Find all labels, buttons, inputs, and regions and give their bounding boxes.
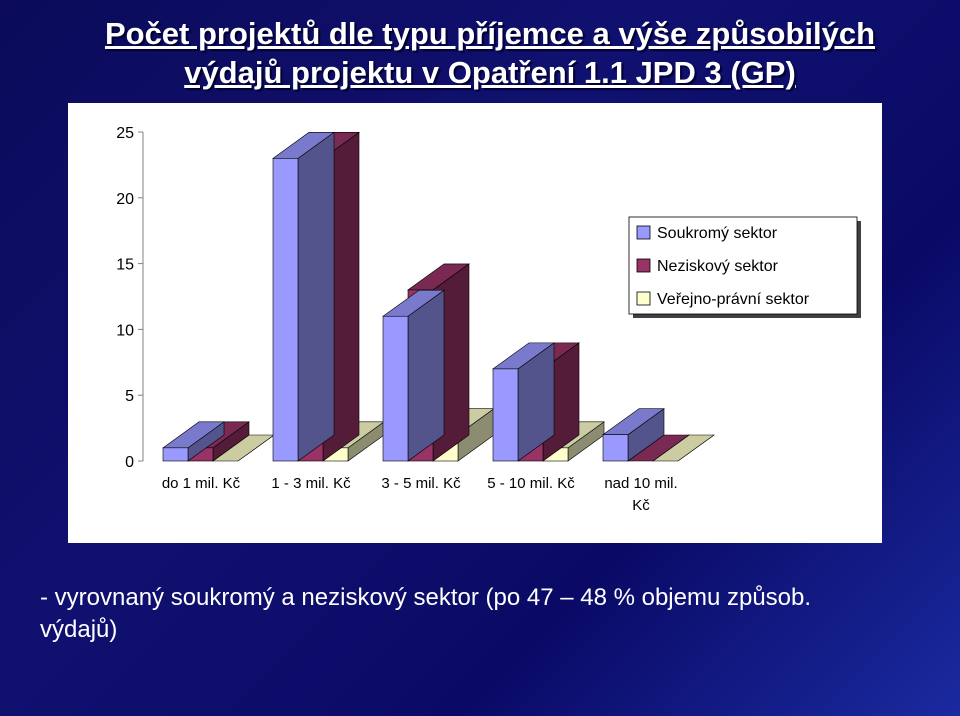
bar-side [297, 131, 335, 462]
bar [272, 158, 299, 462]
bars [162, 131, 715, 462]
x-tick-label: 5 - 10 mil. Kč [487, 475, 575, 492]
chart-panel [68, 103, 882, 543]
y-tick-label: 10 [116, 322, 134, 339]
y-tick-label: 20 [116, 191, 134, 208]
footer-note: - vyrovnaný soukromý a neziskový sektor … [40, 582, 920, 646]
bar [162, 447, 189, 462]
legend-swatch [636, 225, 651, 240]
legend-swatch [636, 258, 651, 273]
x-tick-label: Kč [632, 497, 650, 514]
legend: Soukromý sektor Neziskový sektor Veřejno-p… [628, 216, 861, 318]
legend-label: Veřejno-právní sektor [657, 291, 810, 308]
x-tick-label: nad 10 mil. [604, 475, 677, 492]
title-line-2: výdajů projektu v Opatření 1.1 JPD 3 (GP… [184, 55, 796, 90]
footer-line-1: - vyrovnaný soukromý a neziskový sektor … [40, 584, 812, 611]
y-tick-label: 25 [116, 125, 134, 142]
x-tick-label: do 1 mil. Kč [162, 475, 241, 492]
bar [382, 315, 409, 462]
legend-label: Soukromý sektor [657, 225, 778, 242]
y-tick-label: 0 [125, 454, 134, 471]
x-tick-label: 3 - 5 mil. Kč [381, 475, 461, 492]
y-axis: 0 5 10 15 20 25 [116, 125, 144, 471]
legend-swatch [636, 291, 651, 306]
y-tick-label: 15 [116, 257, 134, 274]
bar-side [407, 289, 445, 462]
legend-box [628, 216, 858, 315]
bar [492, 368, 519, 462]
title-line-1: Počet projektů dle typu příjemce a výše … [104, 16, 876, 51]
chart-title: Počet projektů dle typu příjemce a výše … [60, 14, 920, 92]
legend-label: Neziskový sektor [657, 258, 779, 275]
y-tick-label: 5 [125, 388, 134, 405]
bar [602, 434, 629, 462]
x-axis-labels: do 1 mil. Kč 1 - 3 mil. Kč 3 - 5 mil. Kč 5 … [162, 475, 678, 514]
footer-line-2: výdajů) [40, 616, 118, 643]
x-tick-label: 1 - 3 mil. Kč [271, 475, 351, 492]
